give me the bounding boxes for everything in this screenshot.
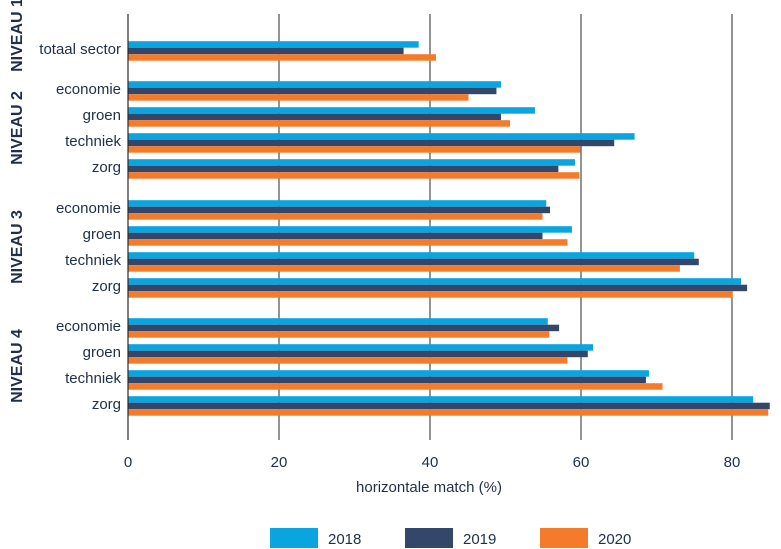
category-label-12: zorg bbox=[92, 396, 121, 413]
bar-2020-6 bbox=[128, 239, 568, 246]
bar-2020-1 bbox=[128, 94, 469, 101]
legend-label-2020: 2020 bbox=[598, 531, 631, 548]
group-label-3: NIVEAU 3 bbox=[9, 210, 26, 284]
legend-swatch-2018 bbox=[270, 528, 318, 548]
x-axis-title: horizontale match (%) bbox=[356, 479, 502, 496]
bar-2020-12 bbox=[128, 409, 769, 416]
bar-2019-10 bbox=[128, 350, 588, 358]
bar-2019-12 bbox=[128, 402, 770, 410]
legend-label-2018: 2018 bbox=[328, 531, 361, 548]
bar-2018-10 bbox=[128, 344, 594, 351]
legend-swatch-2019 bbox=[405, 528, 453, 548]
bar-2019-3 bbox=[128, 139, 615, 147]
bar-2018-7 bbox=[128, 252, 695, 259]
bar-2020-10 bbox=[128, 357, 568, 364]
bar-2020-5 bbox=[128, 213, 543, 220]
category-label-3: techniek bbox=[65, 133, 121, 150]
bar-2018-3 bbox=[128, 133, 635, 140]
bar-2019-0 bbox=[128, 47, 404, 55]
bar-2020-2 bbox=[128, 120, 511, 127]
bar-2020-9 bbox=[128, 331, 550, 338]
group-label-2: NIVEAU 2 bbox=[9, 91, 26, 165]
bar-2019-4 bbox=[128, 165, 559, 173]
bar-2020-8 bbox=[128, 291, 733, 298]
category-label-11: techniek bbox=[65, 370, 121, 387]
group-label-4: NIVEAU 4 bbox=[9, 329, 26, 403]
bar-2018-8 bbox=[128, 278, 742, 285]
category-label-7: techniek bbox=[65, 252, 121, 269]
category-label-10: groen bbox=[83, 344, 121, 361]
category-label-2: groen bbox=[83, 107, 121, 124]
bar-2018-11 bbox=[128, 370, 649, 377]
bar-2019-8 bbox=[128, 284, 748, 292]
category-label-1: economie bbox=[56, 81, 121, 98]
x-tick-label-0: 0 bbox=[124, 454, 132, 471]
category-label-9: economie bbox=[56, 318, 121, 335]
x-tick-label-40: 40 bbox=[422, 454, 439, 471]
x-tick-label-80: 80 bbox=[724, 454, 741, 471]
bar-2020-3 bbox=[128, 146, 581, 153]
legend-label-2019: 2019 bbox=[463, 531, 496, 548]
x-tick-label-20: 20 bbox=[271, 454, 288, 471]
bar-2018-5 bbox=[128, 200, 547, 207]
bar-2020-11 bbox=[128, 383, 663, 390]
group-label-1: NIVEAU 1 bbox=[9, 0, 26, 72]
bar-2020-4 bbox=[128, 172, 580, 179]
x-tick-label-60: 60 bbox=[573, 454, 590, 471]
bar-2020-0 bbox=[128, 54, 437, 61]
bar-2018-2 bbox=[128, 107, 535, 114]
bar-2019-2 bbox=[128, 113, 501, 121]
category-label-5: economie bbox=[56, 200, 121, 217]
bar-2019-5 bbox=[128, 206, 551, 214]
bar-2020-7 bbox=[128, 265, 680, 272]
category-label-6: groen bbox=[83, 226, 121, 243]
bar-2019-1 bbox=[128, 87, 497, 95]
category-label-0: totaal sector bbox=[39, 41, 121, 58]
bar-2018-12 bbox=[128, 396, 754, 403]
bar-2018-1 bbox=[128, 81, 501, 88]
bar-2018-4 bbox=[128, 159, 575, 166]
legend-swatch-2020 bbox=[540, 528, 588, 548]
category-label-8: zorg bbox=[92, 278, 121, 295]
bar-2019-6 bbox=[128, 232, 543, 240]
bar-2019-11 bbox=[128, 376, 646, 384]
bar-2019-9 bbox=[128, 324, 560, 332]
bar-2018-0 bbox=[128, 41, 419, 48]
bar-2018-6 bbox=[128, 226, 572, 233]
bar-2018-9 bbox=[128, 318, 548, 325]
bar-2019-7 bbox=[128, 258, 699, 266]
category-label-4: zorg bbox=[92, 159, 121, 176]
